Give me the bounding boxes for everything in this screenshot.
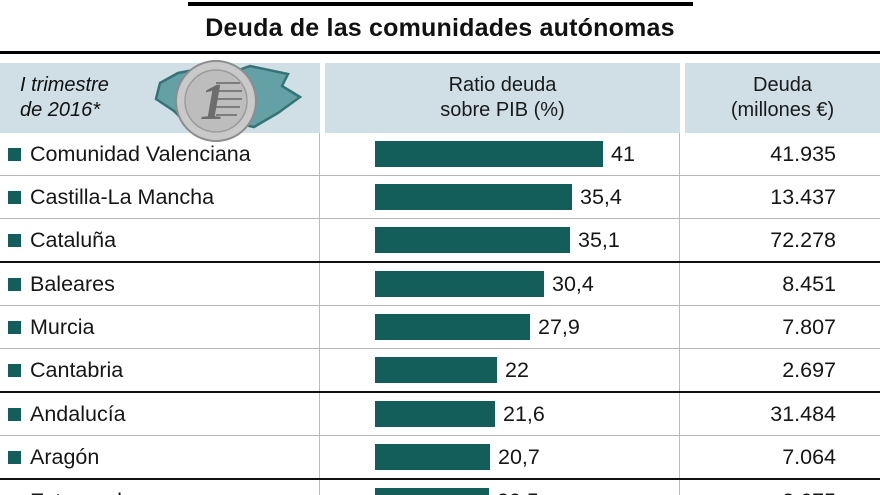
community-name: Comunidad Valenciana — [30, 141, 251, 166]
ratio-value: 20,5 — [497, 489, 539, 495]
debt-column-header: Deuda (millones €) — [730, 74, 835, 121]
ratio-cell: 35,1 — [320, 219, 680, 261]
ratio-value: 35,4 — [580, 184, 622, 209]
table-row: Extremadura 20,5 3.675 — [0, 478, 880, 495]
community-name: Aragón — [30, 444, 100, 469]
ratio-column-header: Ratio deuda sobre PIB (%) — [440, 74, 565, 121]
debt-value: 8.451 — [782, 271, 836, 296]
ratio-bar — [375, 141, 603, 167]
debt-cell: 3.675 — [680, 489, 880, 495]
table-row: Murcia 27,9 7.807 — [0, 305, 880, 348]
ratio-cell: 20,7 — [320, 436, 680, 478]
period-label: I trimestre de 2016* — [20, 74, 109, 121]
community-cell: Castilla-La Mancha — [0, 176, 320, 218]
debt-cell: 72.278 — [680, 228, 880, 253]
community-name: Baleares — [30, 271, 115, 296]
row-bullet-icon — [8, 363, 21, 377]
row-bullet-icon — [8, 320, 21, 334]
debt-value: 72.278 — [770, 227, 836, 252]
debt-cell: 7.807 — [680, 315, 880, 340]
ratio-cell: 22 — [320, 349, 680, 391]
community-cell: Cantabria — [0, 349, 320, 391]
ratio-bar — [375, 271, 544, 297]
ratio-cell: 30,4 — [320, 263, 680, 305]
table-body: Comunidad Valenciana 41 41.935 Castilla-… — [0, 133, 880, 495]
community-cell: Cataluña — [0, 219, 320, 261]
community-name: Murcia — [30, 314, 95, 339]
ratio-value: 20,7 — [498, 444, 540, 469]
community-cell: Murcia — [0, 306, 320, 348]
title-block: Deuda de las comunidades autónomas — [0, 0, 880, 54]
debt-cell: 7.064 — [680, 445, 880, 470]
ratio-value: 41 — [611, 141, 635, 166]
header-period-cell: I trimestre de 2016* — [0, 63, 320, 133]
row-bullet-icon — [8, 147, 21, 161]
debt-value: 13.437 — [770, 184, 836, 209]
community-name: Andalucía — [30, 401, 126, 426]
table-row: Cataluña 35,1 72.278 — [0, 218, 880, 261]
community-cell: Comunidad Valenciana — [0, 133, 320, 175]
page-title: Deuda de las comunidades autónomas — [205, 14, 675, 42]
table-row: Castilla-La Mancha 35,4 13.437 — [0, 175, 880, 218]
debt-value: 3.675 — [782, 489, 836, 495]
table-row: Andalucía 21,6 31.484 — [0, 391, 880, 435]
community-name: Cantabria — [30, 357, 124, 382]
debt-cell: 41.935 — [680, 142, 880, 167]
ratio-value: 27,9 — [538, 314, 580, 339]
table-row: Comunidad Valenciana 41 41.935 — [0, 133, 880, 175]
header-ratio-cell: Ratio deuda sobre PIB (%) — [320, 63, 680, 133]
ratio-bar — [375, 488, 489, 495]
table-row: Baleares 30,4 8.451 — [0, 261, 880, 305]
debt-cell: 31.484 — [680, 402, 880, 427]
ratio-bar — [375, 357, 497, 383]
row-bullet-icon — [8, 277, 21, 291]
debt-value: 31.484 — [770, 401, 836, 426]
header-debt-cell: Deuda (millones €) — [680, 63, 880, 133]
debt-cell: 8.451 — [680, 272, 880, 297]
debt-value: 7.064 — [782, 444, 836, 469]
ratio-cell: 21,6 — [320, 393, 680, 435]
table-row: Aragón 20,7 7.064 — [0, 435, 880, 478]
ratio-bar — [375, 227, 570, 253]
debt-cell: 13.437 — [680, 185, 880, 210]
community-cell: Andalucía — [0, 393, 320, 435]
debt-cell: 2.697 — [680, 358, 880, 383]
community-name: Cataluña — [30, 227, 117, 252]
row-bullet-icon — [8, 407, 21, 421]
community-name: Extremadura — [30, 489, 153, 495]
title-rule: Deuda de las comunidades autónomas — [187, 2, 693, 43]
debt-value: 2.697 — [782, 357, 836, 382]
ratio-cell: 41 — [320, 133, 680, 175]
table-header: I trimestre de 2016* Ratio deuda sobre P… — [0, 60, 880, 142]
ratio-value: 21,6 — [503, 401, 545, 426]
ratio-value: 35,1 — [578, 227, 620, 252]
ratio-value: 30,4 — [552, 271, 594, 296]
ratio-cell: 27,9 — [320, 306, 680, 348]
ratio-bar — [375, 444, 490, 470]
community-cell: Extremadura — [0, 480, 320, 495]
debt-value: 7.807 — [782, 314, 836, 339]
community-cell: Baleares — [0, 263, 320, 305]
ratio-bar — [375, 401, 495, 427]
debt-value: 41.935 — [770, 141, 836, 166]
row-bullet-icon — [8, 450, 21, 464]
ratio-cell: 20,5 — [320, 480, 680, 495]
ratio-bar — [375, 314, 530, 340]
row-bullet-icon — [8, 190, 21, 204]
community-name: Castilla-La Mancha — [30, 184, 215, 209]
ratio-cell: 35,4 — [320, 176, 680, 218]
table-row: Cantabria 22 2.697 — [0, 348, 880, 391]
ratio-bar — [375, 184, 572, 210]
ratio-value: 22 — [505, 357, 529, 382]
community-cell: Aragón — [0, 436, 320, 478]
row-bullet-icon — [8, 233, 21, 247]
